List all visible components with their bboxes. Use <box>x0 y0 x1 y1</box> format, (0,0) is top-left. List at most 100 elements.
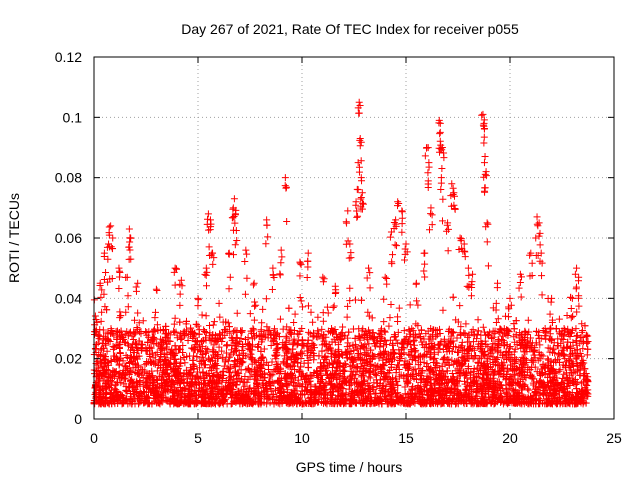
data-point <box>253 376 261 384</box>
data-point <box>296 381 304 389</box>
data-point <box>363 334 371 342</box>
data-point <box>524 339 532 347</box>
data-point <box>434 348 442 356</box>
data-point <box>570 377 578 385</box>
data-point <box>149 333 157 341</box>
data-point <box>141 361 149 369</box>
data-point <box>290 358 298 366</box>
data-point <box>198 392 206 400</box>
data-point <box>566 364 574 372</box>
data-point <box>170 395 178 403</box>
data-point <box>386 314 394 322</box>
data-point <box>180 384 188 392</box>
data-point <box>342 391 350 399</box>
data-point <box>544 359 552 367</box>
data-point <box>209 321 217 329</box>
data-point <box>535 334 543 342</box>
data-point <box>143 331 151 339</box>
data-point <box>136 389 144 397</box>
data-point <box>96 392 104 400</box>
data-point <box>263 326 271 334</box>
data-point <box>228 334 236 342</box>
data-point <box>578 337 586 345</box>
data-point <box>316 382 324 390</box>
data-point <box>167 385 175 393</box>
data-point <box>275 333 283 341</box>
data-point <box>310 395 318 403</box>
data-point <box>391 375 399 383</box>
data-point <box>432 397 440 405</box>
data-point <box>456 302 464 310</box>
data-point <box>454 365 462 373</box>
data-point <box>389 341 397 349</box>
data-point <box>366 388 374 396</box>
data-point <box>412 357 420 365</box>
data-point <box>276 315 284 323</box>
data-point <box>331 350 339 358</box>
data-point <box>153 399 161 407</box>
data-point <box>473 373 481 381</box>
data-point <box>179 349 187 357</box>
data-point <box>574 390 582 398</box>
data-point <box>339 351 347 359</box>
data-point <box>148 400 156 408</box>
data-point <box>462 320 470 328</box>
data-point <box>158 373 166 381</box>
data-point <box>269 391 277 399</box>
data-point <box>271 351 279 359</box>
data-point <box>104 376 112 384</box>
data-point <box>225 374 233 382</box>
data-point <box>210 341 218 349</box>
data-point <box>180 327 188 335</box>
data-point <box>369 351 377 359</box>
data-point <box>497 387 505 395</box>
data-point <box>274 386 282 394</box>
data-point <box>357 296 365 304</box>
data-point <box>341 379 349 387</box>
data-point <box>359 371 367 379</box>
data-point <box>244 375 252 383</box>
data-point <box>215 343 223 351</box>
data-point <box>536 379 544 387</box>
data-point <box>162 396 170 404</box>
data-point <box>438 362 446 370</box>
data-point <box>319 335 327 343</box>
data-point <box>421 397 429 405</box>
data-point <box>138 344 146 352</box>
data-point <box>376 343 384 351</box>
data-point <box>395 304 403 312</box>
data-point <box>566 333 574 341</box>
data-point <box>507 380 515 388</box>
data-point <box>326 344 334 352</box>
data-point <box>416 395 424 403</box>
data-point <box>540 391 548 399</box>
data-point <box>282 332 290 340</box>
data-point <box>439 306 447 314</box>
data-point <box>489 394 497 402</box>
data-point <box>537 365 545 373</box>
data-point <box>306 353 314 361</box>
data-point <box>356 345 364 353</box>
data-point <box>462 385 470 393</box>
data-point <box>360 331 368 339</box>
data-point <box>448 386 456 394</box>
data-point <box>584 377 592 385</box>
data-point <box>131 330 139 338</box>
data-point <box>343 313 351 321</box>
data-point <box>421 351 429 359</box>
data-point <box>327 397 335 405</box>
data-point <box>279 339 287 347</box>
data-point <box>411 348 419 356</box>
data-point <box>289 345 297 353</box>
data-point <box>195 330 203 338</box>
data-point <box>285 400 293 408</box>
data-point <box>135 400 143 408</box>
data-point <box>458 342 466 350</box>
data-point <box>198 343 206 351</box>
data-point <box>346 297 354 305</box>
data-point <box>524 316 532 324</box>
data-point <box>162 330 170 338</box>
data-point <box>201 379 209 387</box>
data-point <box>219 354 227 362</box>
data-point <box>414 361 422 369</box>
